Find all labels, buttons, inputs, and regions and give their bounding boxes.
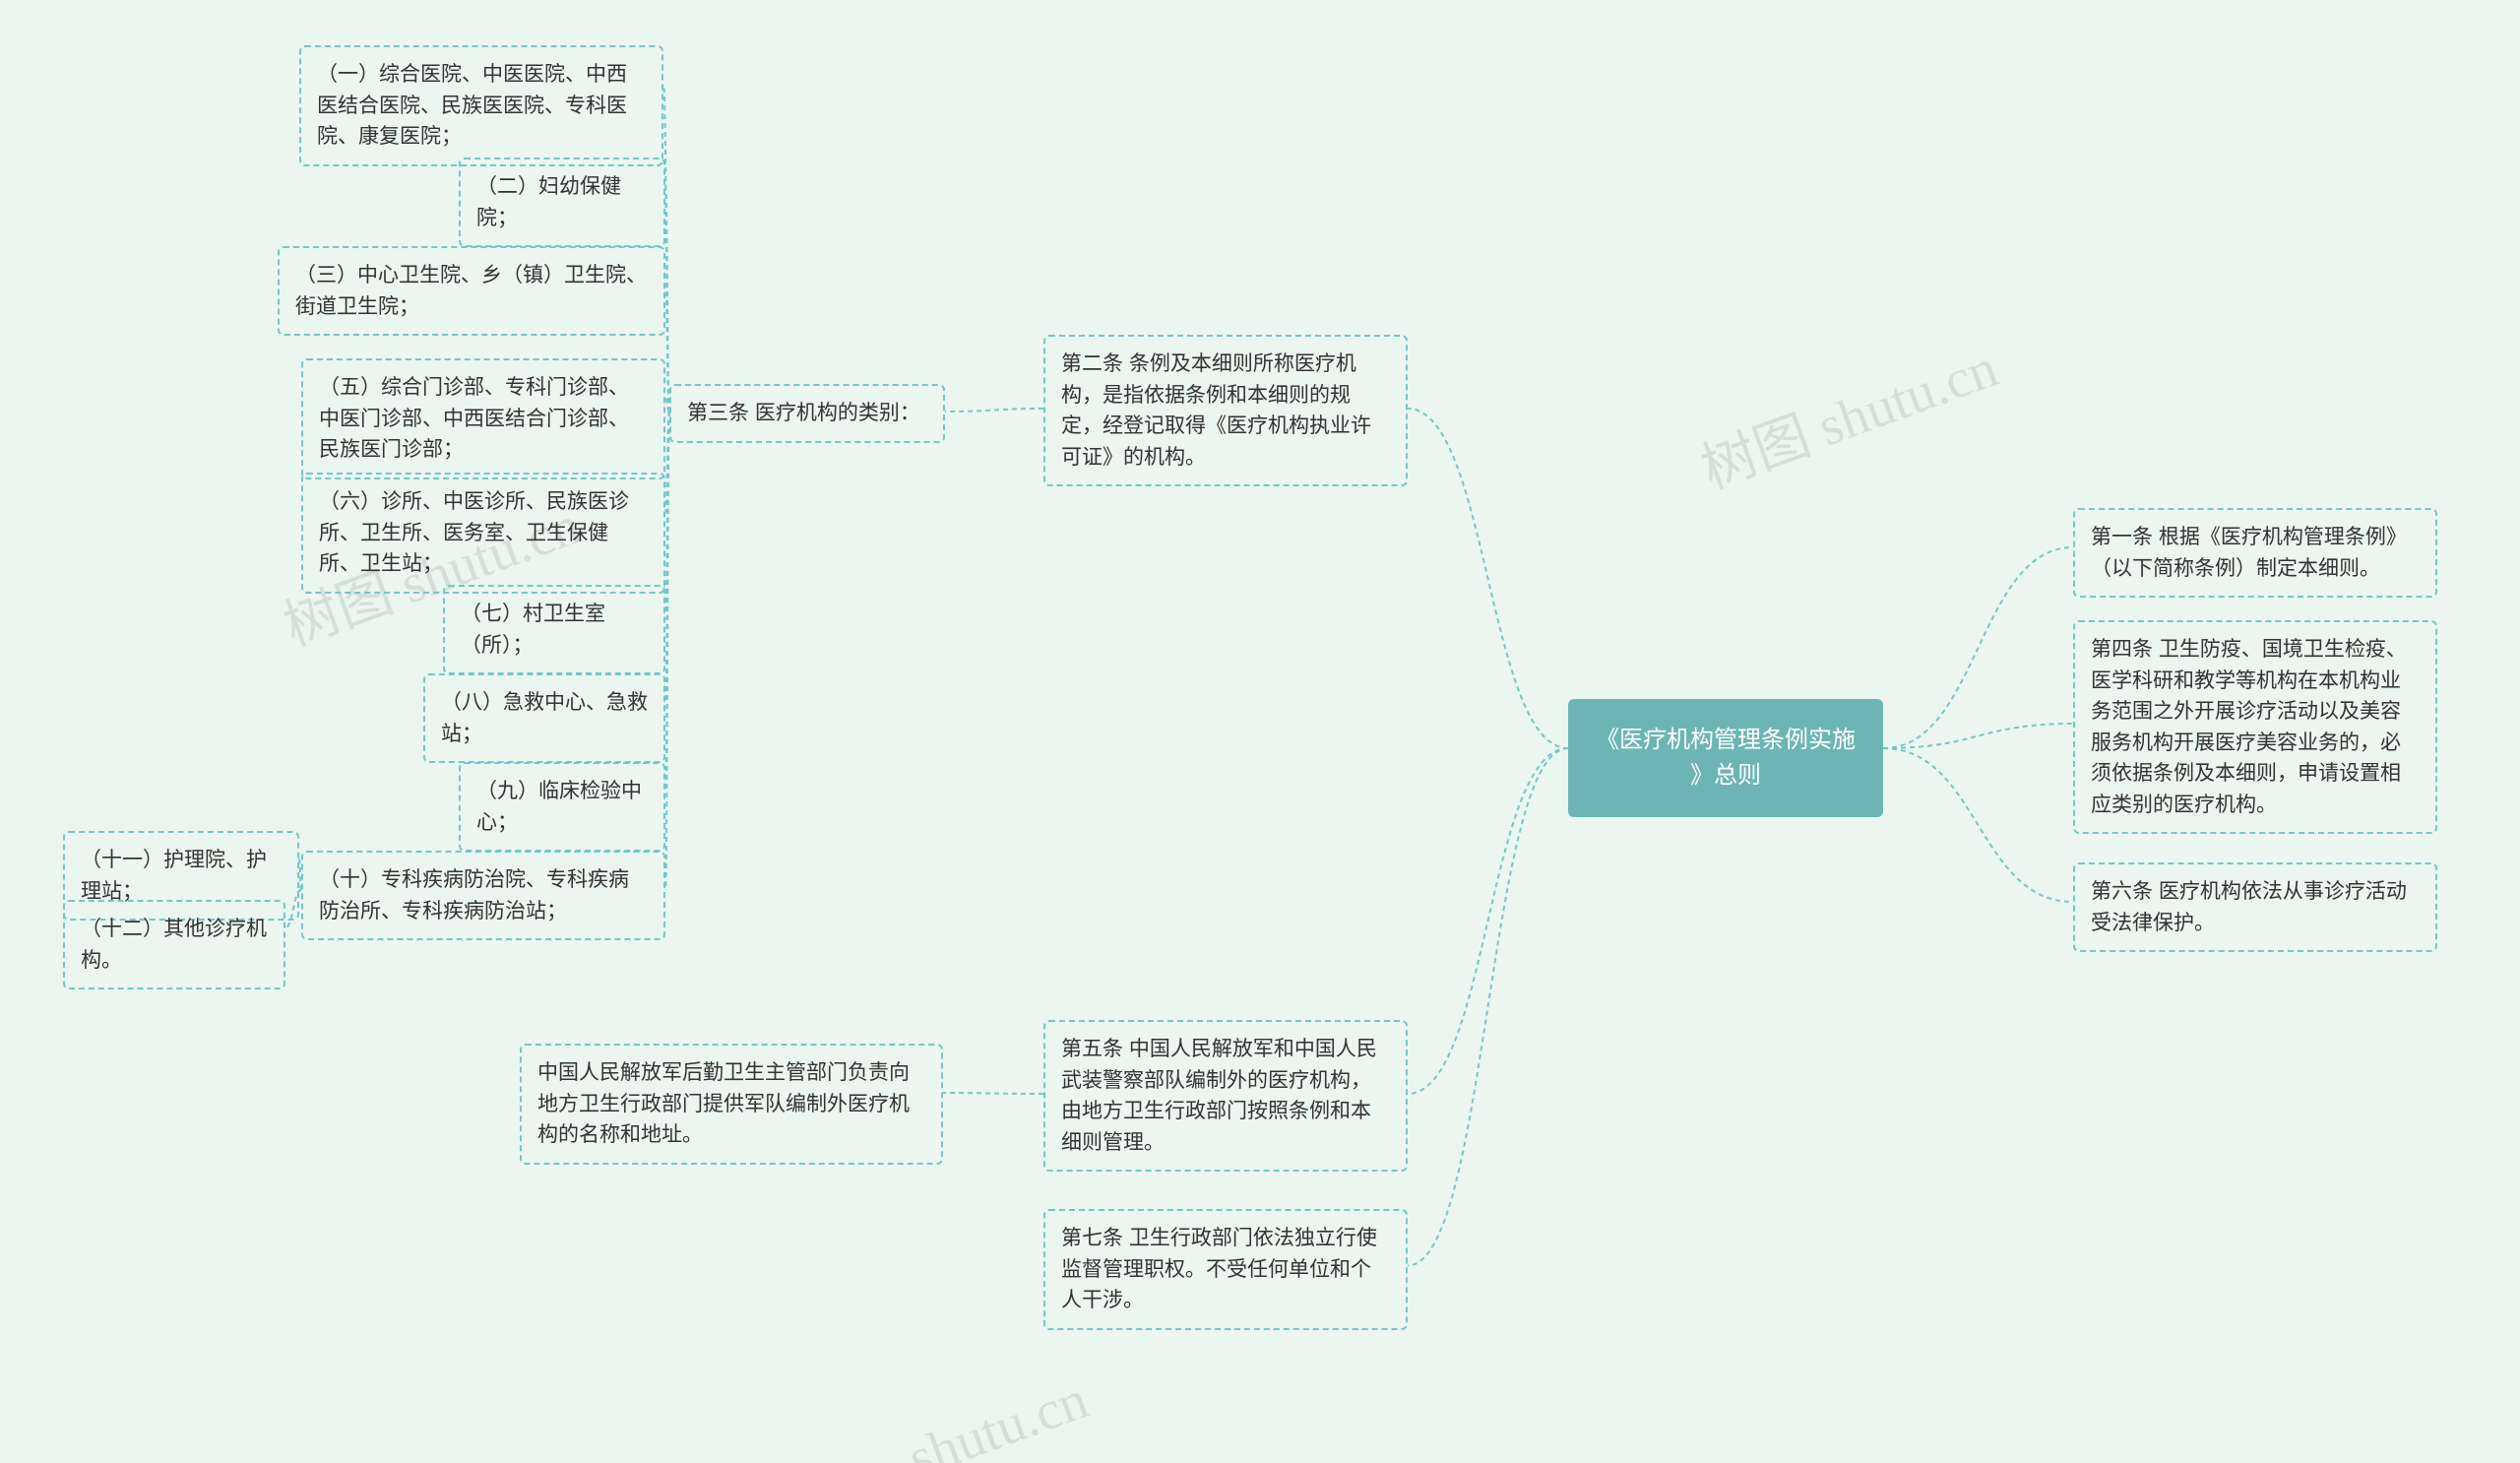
watermark: shutu.cn	[901, 1368, 1097, 1463]
left-l3-node: （三）中心卫生院、乡（镇）卫生院、街道卫生院；	[278, 246, 665, 336]
left-l3-node-text: （五）综合门诊部、专科门诊部、中医门诊部、中西医结合门诊部、民族医门诊部；	[319, 376, 629, 461]
left-l3-node: （六）诊所、中医诊所、民族医诊所、卫生所、医务室、卫生保健所、卫生站；	[301, 473, 665, 594]
right-node-text: 第一条 根据《医疗机构管理条例》（以下简称条例）制定本细则。	[2091, 526, 2407, 580]
watermark: 树图 shutu.cn	[1689, 324, 2007, 505]
left-l3-node: （九）临床检验中心；	[459, 762, 665, 852]
left-l3-node-text: （十）专科疾病防治院、专科疾病防治所、专科疾病防治站；	[319, 868, 629, 922]
right-node: 第六条 医疗机构依法从事诊疗活动受法律保护。	[2073, 862, 2437, 952]
left-l1-node: 第二条 条例及本细则所称医疗机构，是指依据条例和本细则的规定，经登记取得《医疗机…	[1043, 335, 1408, 486]
left-l1-node: 第五条 中国人民解放军和中国人民武装警察部队编制外的医疗机构，由地方卫生行政部门…	[1043, 1020, 1408, 1172]
left-l1-node: 第七条 卫生行政部门依法独立行使监督管理职权。不受任何单位和个人干涉。	[1043, 1209, 1408, 1330]
left-l3-node: （二）妇幼保健院；	[459, 158, 665, 247]
right-node-text: 第六条 医疗机构依法从事诊疗活动受法律保护。	[2091, 880, 2407, 934]
left-l2-node: 第三条 医疗机构的类别：	[669, 384, 945, 443]
left-l3-node-text: （三）中心卫生院、乡（镇）卫生院、街道卫生院；	[295, 264, 647, 318]
left-l1-node-text: 第二条 条例及本细则所称医疗机构，是指依据条例和本细则的规定，经登记取得《医疗机…	[1061, 352, 1371, 469]
left-l2-node-text: 第三条 医疗机构的类别：	[687, 402, 920, 424]
left-l4-node-text: （十一）护理院、护理站；	[81, 849, 267, 903]
left-l3-node: （五）综合门诊部、专科门诊部、中医门诊部、中西医结合门诊部、民族医门诊部；	[301, 358, 665, 479]
left-l3-node: （八）急救中心、急救站；	[423, 673, 665, 763]
right-node: 第一条 根据《医疗机构管理条例》（以下简称条例）制定本细则。	[2073, 508, 2437, 598]
left-l3-node: （一）综合医院、中医医院、中西医结合医院、民族医医院、专科医院、康复医院；	[299, 45, 663, 166]
left-l4-node: （十二）其他诊疗机构。	[63, 900, 285, 989]
left-l3-node-text: （八）急救中心、急救站；	[441, 691, 648, 745]
right-node-text: 第四条 卫生防疫、国境卫生检疫、医学科研和教学等机构在本机构业务范围之外开展诊疗…	[2091, 638, 2407, 816]
left-l1-node-text: 第五条 中国人民解放军和中国人民武装警察部队编制外的医疗机构，由地方卫生行政部门…	[1061, 1038, 1377, 1154]
left-l3-node-text: （六）诊所、中医诊所、民族医诊所、卫生所、医务室、卫生保健所、卫生站；	[319, 490, 629, 575]
right-node: 第四条 卫生防疫、国境卫生检疫、医学科研和教学等机构在本机构业务范围之外开展诊疗…	[2073, 620, 2437, 834]
root-text: 《医疗机构管理条例实施 》总则	[1596, 727, 1856, 789]
left-l3-node-text: （九）临床检验中心；	[476, 780, 642, 834]
left-l3-node: （七）村卫生室（所）；	[443, 585, 665, 674]
left-l4-node-text: （十二）其他诊疗机构。	[81, 918, 267, 972]
left-l2-node: 中国人民解放军后勤卫生主管部门负责向地方卫生行政部门提供军队编制外医疗机构的名称…	[520, 1044, 943, 1165]
left-l3-node-text: （二）妇幼保健院；	[476, 175, 621, 229]
left-l3-node: （十）专科疾病防治院、专科疾病防治所、专科疾病防治站；	[301, 851, 665, 940]
root-node: 《医疗机构管理条例实施 》总则	[1568, 699, 1883, 817]
left-l2-node-text: 中国人民解放军后勤卫生主管部门负责向地方卫生行政部门提供军队编制外医疗机构的名称…	[537, 1061, 910, 1146]
left-l3-node-text: （七）村卫生室（所）；	[461, 603, 605, 657]
left-l3-node-text: （一）综合医院、中医医院、中西医结合医院、民族医医院、专科医院、康复医院；	[317, 63, 627, 148]
left-l1-node-text: 第七条 卫生行政部门依法独立行使监督管理职权。不受任何单位和个人干涉。	[1061, 1227, 1377, 1311]
